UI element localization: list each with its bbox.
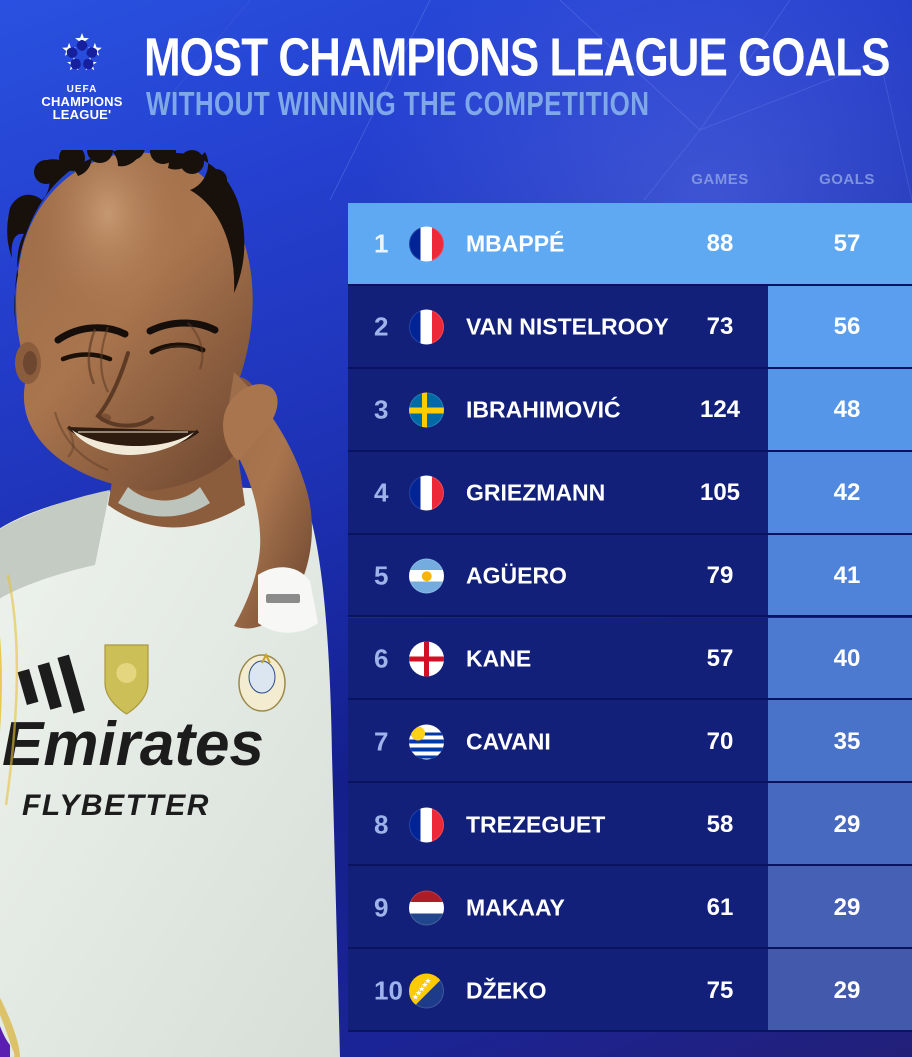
svg-text:FLYBETTER: FLYBETTER [22,789,210,822]
svg-text:Emirates: Emirates [2,710,264,779]
